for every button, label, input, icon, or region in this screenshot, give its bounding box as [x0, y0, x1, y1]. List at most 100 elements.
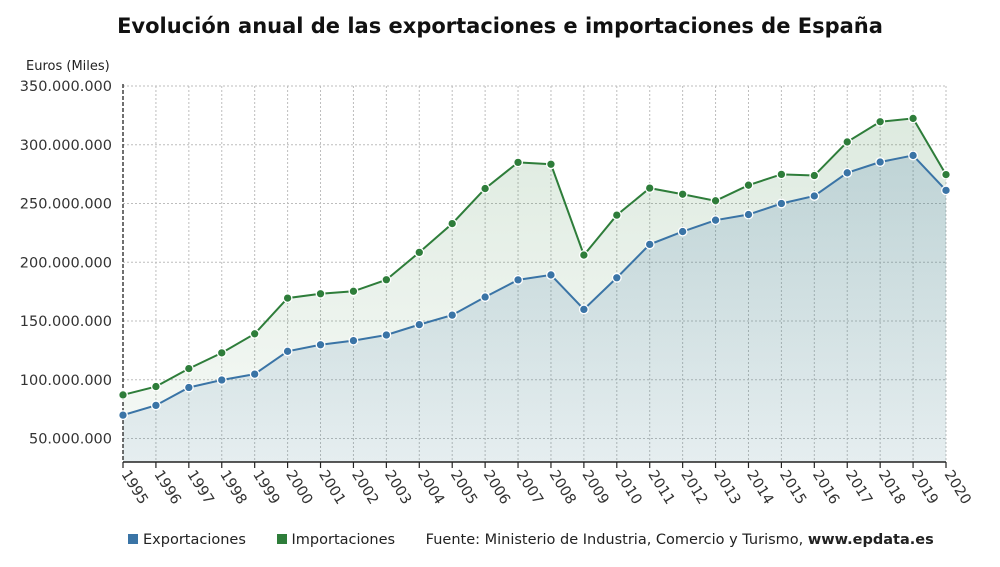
- point-importaciones: [150, 381, 161, 392]
- legend-item-importaciones: Importaciones: [276, 532, 396, 548]
- source-site: www.epdata.es: [807, 532, 934, 548]
- x-tick-label: 2002: [348, 468, 381, 508]
- x-tick-label: 2006: [480, 468, 513, 508]
- x-tick-label: 1997: [183, 468, 216, 508]
- point-exportaciones: [644, 239, 655, 250]
- footer: Exportaciones Importaciones Fuente: Mini…: [128, 532, 934, 548]
- point-exportaciones: [842, 167, 853, 178]
- point-importaciones: [677, 189, 688, 200]
- y-tick-label: 200.000.000: [20, 255, 112, 271]
- point-exportaciones: [315, 339, 326, 350]
- point-importaciones: [578, 250, 589, 261]
- point-exportaciones: [513, 274, 523, 285]
- x-tick-label: 2015: [776, 468, 809, 508]
- x-tick-label: 2012: [677, 468, 710, 508]
- x-tick-label: 2004: [414, 468, 447, 508]
- y-tick-label: 350.000.000: [20, 79, 112, 95]
- point-importaciones: [480, 183, 491, 194]
- point-exportaciones: [414, 319, 425, 330]
- point-importaciones: [216, 347, 227, 358]
- point-importaciones: [183, 363, 194, 374]
- point-exportaciones: [809, 191, 820, 201]
- point-importaciones: [842, 136, 853, 147]
- x-tick-label: 2016: [809, 468, 842, 508]
- x-tick-label: 2009: [578, 468, 611, 508]
- legend-label-importaciones: Importaciones: [291, 532, 396, 548]
- chart-title: Evolución anual de las exportaciones e i…: [117, 14, 883, 38]
- point-importaciones: [941, 169, 951, 180]
- point-importaciones: [611, 210, 622, 221]
- x-tick-label: 1998: [216, 468, 249, 508]
- x-tick-label: 1995: [118, 468, 151, 508]
- legend-swatch-importaciones: [276, 534, 287, 544]
- line-exportaciones: [122, 154, 947, 417]
- point-exportaciones: [216, 375, 227, 385]
- x-tick-label: 2018: [875, 468, 908, 508]
- x-tick-label: 2000: [282, 468, 315, 508]
- y-tick-label: 50.000.000: [29, 432, 112, 448]
- point-exportaciones: [743, 209, 754, 220]
- y-axis-label: Euros (Miles): [26, 59, 110, 74]
- point-importaciones: [644, 183, 655, 194]
- x-tick-label: 2013: [710, 468, 743, 508]
- point-exportaciones: [282, 346, 293, 357]
- point-importaciones: [414, 247, 425, 258]
- x-tick-label: 2019: [908, 468, 941, 508]
- x-tick-label: 2003: [381, 468, 414, 508]
- x-tick-label: 2001: [315, 468, 348, 508]
- point-exportaciones: [677, 226, 688, 237]
- point-importaciones: [875, 116, 886, 127]
- x-tick-label: 2020: [941, 468, 974, 508]
- legend-item-exportaciones: Exportaciones: [128, 532, 246, 548]
- point-importaciones: [513, 157, 523, 168]
- point-exportaciones: [118, 410, 128, 421]
- y-tick-label: 250.000.000: [20, 197, 112, 213]
- x-tick-label: 2007: [513, 468, 546, 508]
- point-exportaciones: [611, 272, 622, 283]
- y-tick-label: 100.000.000: [20, 373, 112, 389]
- x-tick-label: 1999: [249, 468, 282, 508]
- point-exportaciones: [941, 185, 951, 196]
- x-tick-label: 2017: [842, 468, 875, 508]
- legend-label-exportaciones: Exportaciones: [143, 532, 246, 548]
- point-exportaciones: [183, 382, 194, 393]
- point-importaciones: [118, 389, 128, 400]
- point-importaciones: [743, 180, 754, 191]
- point-exportaciones: [480, 292, 491, 302]
- point-exportaciones: [381, 330, 392, 340]
- point-importaciones: [908, 113, 919, 124]
- legend-swatch-exportaciones: [128, 534, 138, 544]
- x-tick-label: 2014: [743, 468, 776, 508]
- point-importaciones: [447, 218, 458, 229]
- point-importaciones: [282, 293, 293, 304]
- source-text: Fuente: Ministerio de Industria, Comerci…: [425, 532, 808, 548]
- point-exportaciones: [546, 269, 556, 280]
- point-exportaciones: [249, 369, 260, 380]
- y-tick-label: 300.000.000: [20, 138, 112, 154]
- x-tick-label: 2005: [447, 468, 480, 508]
- x-tick-label: 2008: [546, 468, 579, 508]
- point-exportaciones: [150, 400, 161, 411]
- source-note: Fuente: Ministerio de Industria, Comerci…: [426, 532, 934, 548]
- x-tick-label: 2011: [644, 468, 677, 508]
- point-importaciones: [348, 286, 359, 297]
- area-exportaciones: [123, 155, 946, 462]
- x-tick-label: 2010: [611, 468, 644, 508]
- y-tick-label: 150.000.000: [20, 314, 112, 330]
- line-importaciones: [122, 117, 947, 396]
- point-exportaciones: [908, 150, 919, 161]
- point-importaciones: [710, 195, 721, 206]
- point-importaciones: [249, 328, 260, 339]
- point-importaciones: [809, 170, 820, 181]
- point-exportaciones: [776, 198, 787, 209]
- x-tick-label: 1996: [151, 468, 184, 508]
- point-exportaciones: [578, 304, 589, 315]
- point-importaciones: [381, 274, 392, 285]
- point-exportaciones: [710, 215, 721, 226]
- point-importaciones: [546, 159, 556, 170]
- point-importaciones: [776, 169, 787, 180]
- point-importaciones: [315, 288, 326, 299]
- point-exportaciones: [348, 335, 359, 346]
